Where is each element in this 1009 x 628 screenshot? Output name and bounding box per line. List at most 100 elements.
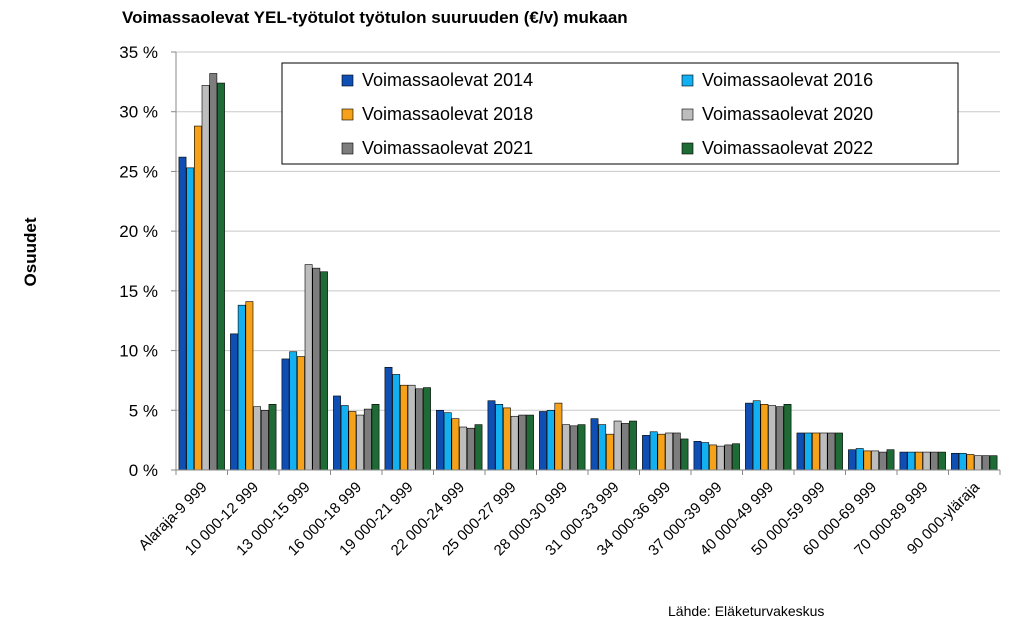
y-tick-label: 5 % xyxy=(129,401,158,420)
bar xyxy=(613,420,622,471)
axes xyxy=(175,52,1001,475)
bar xyxy=(930,451,939,471)
bar xyxy=(289,351,298,471)
bar xyxy=(502,407,511,471)
bar xyxy=(392,374,401,471)
bar xyxy=(693,441,702,471)
bar xyxy=(775,406,784,471)
bar xyxy=(752,400,761,471)
y-tick-labels: 0 % 5 % 10 % 15 % 20 % 25 % 30 % 35 % xyxy=(119,43,176,480)
bar xyxy=(451,418,460,471)
y-tick-label: 20 % xyxy=(119,222,158,241)
bar xyxy=(848,449,856,471)
bar xyxy=(796,432,805,471)
bar xyxy=(680,438,689,471)
bar xyxy=(804,432,813,471)
legend-label: Voimassaolevat 2020 xyxy=(702,104,873,124)
bar xyxy=(562,424,570,471)
grid-lines xyxy=(176,51,1000,411)
bar xyxy=(938,451,946,471)
bar xyxy=(966,454,975,471)
bar xyxy=(260,409,269,471)
bars xyxy=(178,73,998,471)
bar xyxy=(348,411,357,471)
legend-swatch xyxy=(341,108,354,121)
legend-label: Voimassaolevat 2018 xyxy=(362,104,533,124)
bar xyxy=(886,449,895,471)
bar xyxy=(672,432,681,471)
chart-title: Voimassaolevat YEL-työtulot työtulon suu… xyxy=(122,8,628,27)
bar xyxy=(642,435,650,471)
bar xyxy=(415,388,424,471)
bar xyxy=(768,405,776,471)
bar xyxy=(186,167,195,471)
bar xyxy=(510,415,519,471)
bar xyxy=(760,404,769,471)
bar xyxy=(194,125,202,471)
bar xyxy=(253,406,261,471)
bar xyxy=(590,418,599,471)
bar xyxy=(356,414,364,471)
bar xyxy=(554,402,563,471)
y-axis-title: Osuudet xyxy=(21,217,40,286)
bar xyxy=(878,451,887,471)
bar xyxy=(863,450,872,471)
bar xyxy=(621,423,630,471)
legend-swatch xyxy=(681,108,694,121)
bar xyxy=(281,358,290,471)
bar xyxy=(230,333,238,471)
bar xyxy=(201,85,210,471)
bar xyxy=(526,414,534,471)
bar xyxy=(745,402,753,471)
bar xyxy=(518,414,527,471)
bar xyxy=(649,431,658,471)
bar xyxy=(312,267,321,471)
bar xyxy=(459,426,467,471)
bar xyxy=(907,451,916,471)
bar xyxy=(716,445,725,471)
bar xyxy=(296,356,305,471)
bar xyxy=(899,451,908,471)
source-note: Lähde: Eläketurvakeskus xyxy=(668,603,825,619)
bar xyxy=(605,433,614,471)
bar xyxy=(245,301,254,471)
bar xyxy=(217,82,225,471)
bar xyxy=(268,404,277,471)
bar xyxy=(333,395,341,471)
bar xyxy=(951,452,959,471)
bar xyxy=(657,433,666,471)
y-tick-label: 10 % xyxy=(119,342,158,361)
y-tick-label: 25 % xyxy=(119,162,158,181)
bar xyxy=(569,425,578,471)
legend-label: Voimassaolevat 2021 xyxy=(362,138,533,158)
bar xyxy=(443,412,452,471)
legend-swatch xyxy=(341,142,354,155)
bar xyxy=(989,455,998,471)
bar xyxy=(629,420,637,471)
bar xyxy=(974,455,982,471)
bar xyxy=(724,444,733,471)
bar xyxy=(436,409,444,471)
y-tick-label: 35 % xyxy=(119,43,158,62)
bar xyxy=(320,271,328,471)
bar xyxy=(819,432,828,471)
bar xyxy=(407,384,416,471)
bar xyxy=(783,404,792,471)
legend-swatch xyxy=(681,142,694,155)
bar xyxy=(340,405,349,471)
bar xyxy=(922,451,931,471)
bar xyxy=(701,442,710,471)
legend-box xyxy=(281,62,959,165)
bar xyxy=(665,432,673,471)
bar xyxy=(732,443,740,471)
bar xyxy=(546,409,555,471)
y-tick-label: 0 % xyxy=(129,461,158,480)
bar xyxy=(371,404,380,471)
legend-label: Voimassaolevat 2014 xyxy=(362,70,533,90)
legend: Voimassaolevat 2014 Voimassaolevat 2016 Vo… xyxy=(281,62,959,165)
bar xyxy=(423,387,431,471)
legend-label: Voimassaolevat 2022 xyxy=(702,138,873,158)
bar xyxy=(708,444,717,471)
bar xyxy=(474,424,483,471)
bar xyxy=(237,304,246,471)
